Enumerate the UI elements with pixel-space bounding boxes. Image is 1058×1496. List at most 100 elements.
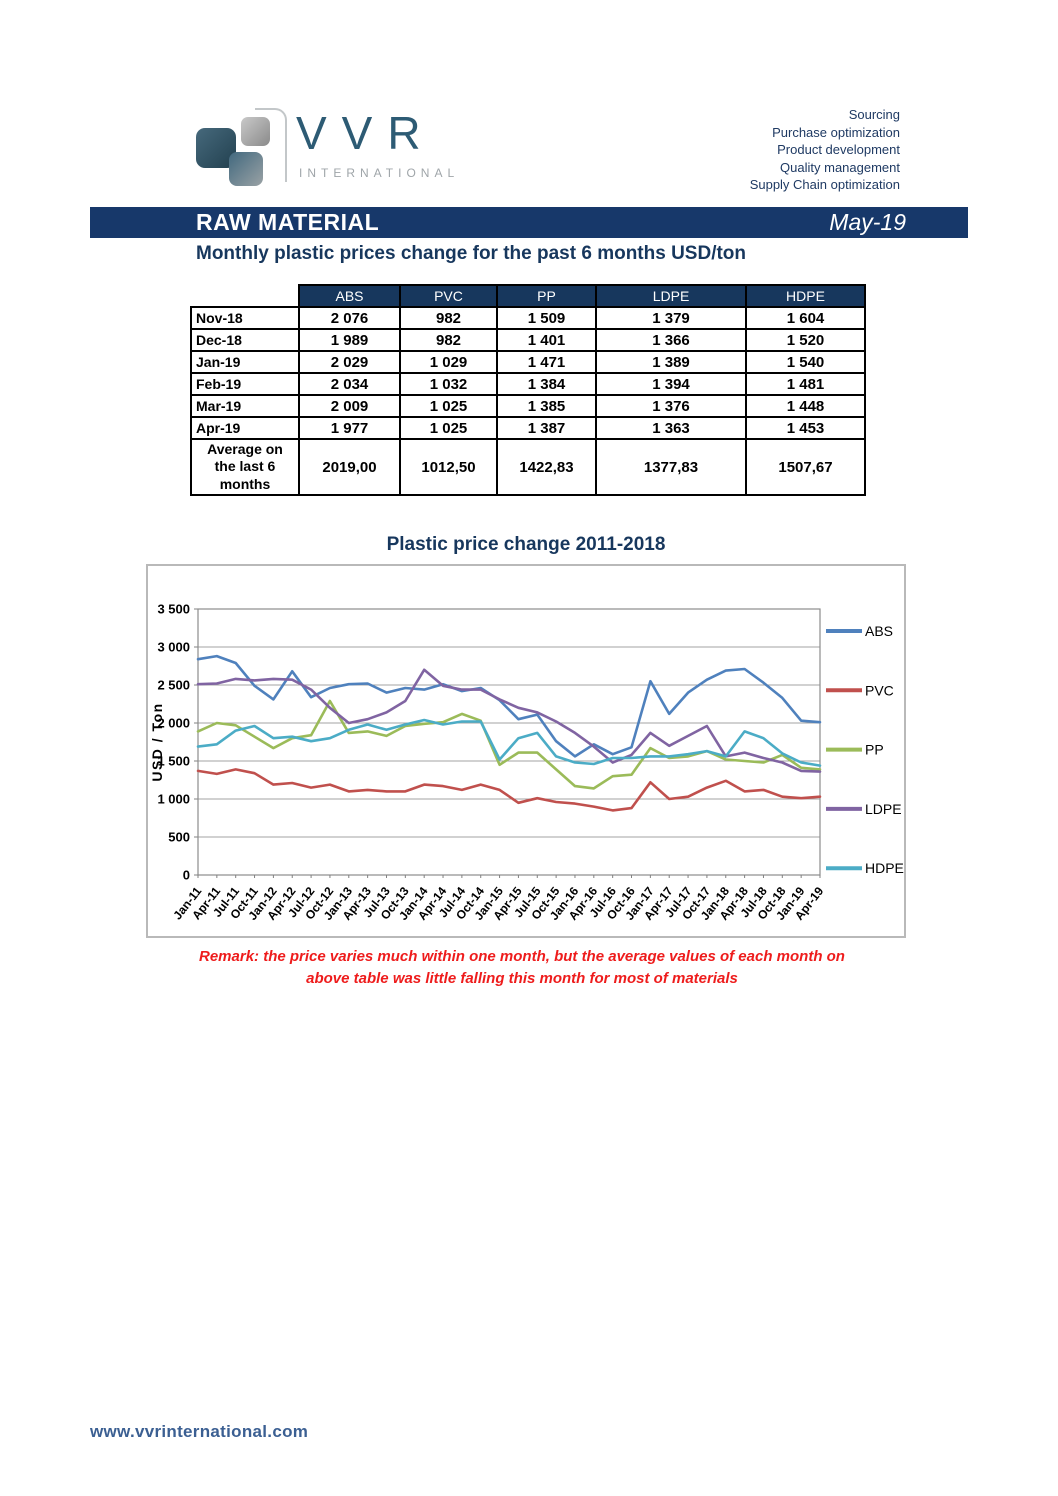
price-cell: 1 029 <box>399 350 498 374</box>
price-cell: 1 448 <box>745 394 866 418</box>
price-cell: 1 387 <box>496 416 597 440</box>
logo-square-gray-icon <box>241 117 270 146</box>
y-axis-tick-label: 1 500 <box>157 754 190 769</box>
price-table-header-row: ABS PVC PP LDPE HDPE <box>191 284 866 308</box>
price-cell: 2 034 <box>298 372 401 396</box>
banner-date: May-19 <box>829 209 906 235</box>
company-logo: VVR INTERNATIONAL <box>193 102 493 197</box>
price-cell: 1 520 <box>745 328 866 352</box>
y-axis-title: USD / Ton <box>149 702 165 781</box>
price-cell: 2 009 <box>298 394 401 418</box>
price-cell: 1 363 <box>595 416 747 440</box>
y-axis-tick-label: 2 000 <box>157 716 190 731</box>
price-cell: 1 394 <box>595 372 747 396</box>
row-label: Mar-19 <box>190 394 300 418</box>
table-corner-blank-cell <box>191 285 299 307</box>
table-row: Apr-19 1 977 1 025 1 387 1 363 1 453 <box>190 416 866 440</box>
series-line-hdpe <box>196 718 822 767</box>
price-cell: 1 366 <box>595 328 747 352</box>
price-cell: 1 385 <box>496 394 597 418</box>
price-cell: 1 032 <box>399 372 498 396</box>
price-cell: 1012,50 <box>399 438 498 496</box>
series-line-pp <box>196 699 822 790</box>
price-cell: 1 025 <box>399 416 498 440</box>
table-row: Mar-19 2 009 1 025 1 385 1 376 1 448 <box>190 394 866 418</box>
series-line-pvc <box>196 768 822 812</box>
y-axis-tick-label: 3 500 <box>157 602 190 617</box>
price-cell: 1 481 <box>745 372 866 396</box>
service-item: Purchase optimization <box>772 124 900 140</box>
column-header-pp: PP <box>496 284 597 308</box>
legend-label-pvc: PVC <box>865 682 894 698</box>
price-cell: 2 029 <box>298 350 401 374</box>
table-row: Dec-18 1 989 982 1 401 1 366 1 520 <box>190 328 866 352</box>
y-axis-tick-label: 0 <box>183 868 190 883</box>
remark-line-2: above table was little falling this mont… <box>306 969 738 987</box>
price-cell: 1 471 <box>496 350 597 374</box>
row-label: Apr-19 <box>190 416 300 440</box>
price-cell: 1 509 <box>496 306 597 330</box>
price-cell: 1 389 <box>595 350 747 374</box>
price-cell: 1 379 <box>595 306 747 330</box>
logo-subtitle-text: INTERNATIONAL <box>299 166 460 180</box>
service-item: Product development <box>777 142 900 157</box>
price-cell: 982 <box>399 328 498 352</box>
y-axis-tick-label: 3 000 <box>157 640 190 655</box>
price-cell: 1 376 <box>595 394 747 418</box>
banner-title: RAW MATERIAL <box>196 209 380 235</box>
chart-remark: Remark: the price varies much within one… <box>157 946 887 990</box>
price-cell: 1 989 <box>298 328 401 352</box>
legend-label-abs: ABS <box>865 623 893 639</box>
legend-label-ldpe: LDPE <box>865 801 902 817</box>
row-label: Average on the last 6 months <box>190 438 300 496</box>
row-label: Jan-19 <box>190 350 300 374</box>
column-header-pvc: PVC <box>399 284 498 308</box>
table-section-title: Monthly plastic prices change for the pa… <box>196 243 747 264</box>
remark-line-1: Remark: the price varies much within one… <box>199 948 845 965</box>
services-list: Sourcing Purchase optimization Product dev… <box>750 106 900 194</box>
y-axis-tick-label: 2 500 <box>157 678 190 693</box>
price-cell: 2019,00 <box>298 438 401 496</box>
column-header-hdpe: HDPE <box>745 284 866 308</box>
legend-label-pp: PP <box>865 742 884 758</box>
table-row: Average on the last 6 months 2019,00 1012,… <box>190 438 866 496</box>
price-cell: 2 076 <box>298 306 401 330</box>
series-line-abs <box>196 654 822 758</box>
price-cell: 1 025 <box>399 394 498 418</box>
price-chart: 0 500 1 000 1 500 2 000 2 500 3 000 3 500 Jan-11… <box>146 564 906 938</box>
column-header-ldpe: LDPE <box>595 284 747 308</box>
series-line-ldpe <box>196 668 822 773</box>
price-cell: 1 384 <box>496 372 597 396</box>
logo-bracket-line <box>255 108 287 182</box>
row-label: Feb-19 <box>190 372 300 396</box>
legend-label-hdpe: HDPE <box>865 860 904 876</box>
table-row: Feb-19 2 034 1 032 1 384 1 394 1 481 <box>190 372 866 396</box>
logo-brand-text: VVR <box>296 107 436 159</box>
service-item: Supply Chain optimization <box>749 177 900 192</box>
row-label: Nov-18 <box>190 306 300 330</box>
table-row: Jan-19 2 029 1 029 1 471 1 389 1 540 <box>190 350 866 374</box>
website-link[interactable]: www.vvrinternational.com <box>90 1422 309 1441</box>
price-cell: 1 604 <box>745 306 866 330</box>
service-item: Sourcing <box>848 107 900 122</box>
price-cell: 1422,83 <box>496 438 597 496</box>
chart-title: Plastic price change 2011-2018 <box>386 534 666 555</box>
price-cell: 1507,67 <box>745 438 866 496</box>
price-cell: 1377,83 <box>595 438 747 496</box>
row-label: Dec-18 <box>190 328 300 352</box>
table-row: Nov-18 2 076 982 1 509 1 379 1 604 <box>190 306 866 330</box>
price-cell: 1 401 <box>496 328 597 352</box>
price-table: ABS PVC PP LDPE HDPE Nov-18 2 076 982 1 509 1 37… <box>190 284 866 496</box>
plot-area-border <box>197 608 821 876</box>
section-banner: RAW MATERIAL May-19 <box>90 207 968 238</box>
column-header-abs: ABS <box>298 284 401 308</box>
y-axis-tick-label: 500 <box>168 830 190 845</box>
price-cell: 1 977 <box>298 416 401 440</box>
y-axis-tick-label: 1 000 <box>157 792 190 807</box>
price-cell: 1 453 <box>745 416 866 440</box>
price-cell: 1 540 <box>745 350 866 374</box>
service-item: Quality management <box>780 159 900 175</box>
price-cell: 982 <box>399 306 498 330</box>
